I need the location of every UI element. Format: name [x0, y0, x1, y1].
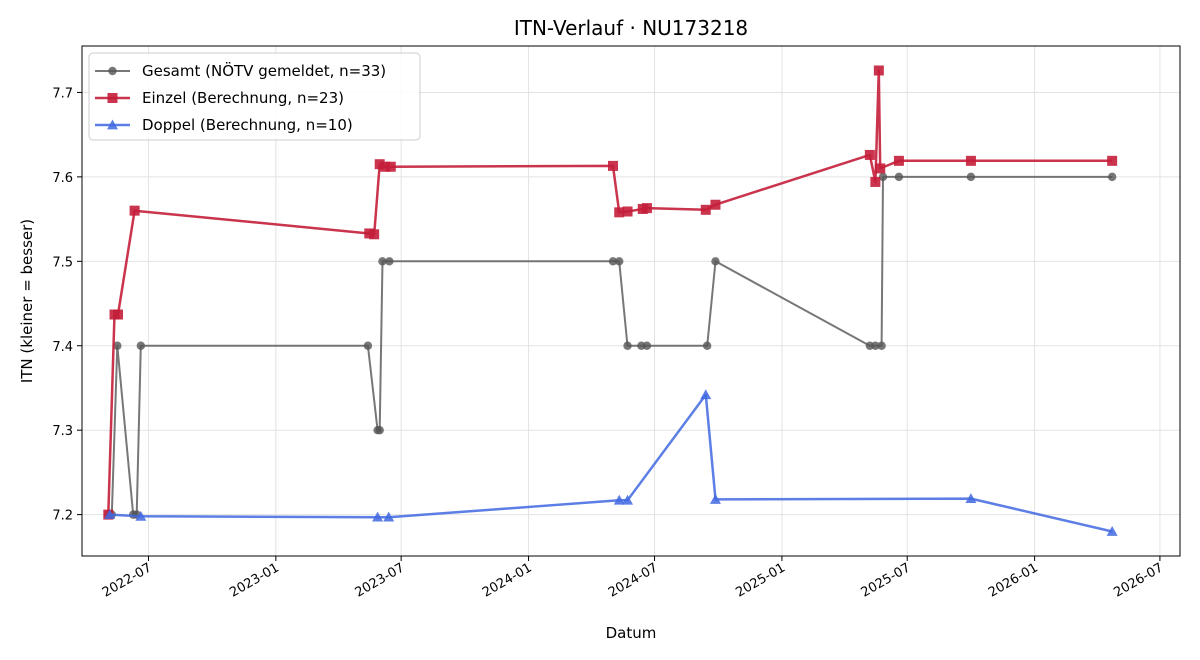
- x-tick-label: 2022-07: [100, 560, 155, 600]
- x-axis-title: Datum: [606, 624, 657, 642]
- data-point: [966, 172, 976, 182]
- data-point: [878, 172, 888, 182]
- data-point: [965, 155, 976, 166]
- x-tick-label: 2023-07: [353, 560, 408, 600]
- legend-item: Doppel (Berechnung, n=10): [95, 116, 353, 134]
- y-axis-title: ITN (kleiner = besser): [18, 219, 36, 383]
- data-point: [709, 493, 721, 504]
- data-point: [378, 257, 387, 266]
- data-point: [1106, 526, 1118, 536]
- x-tick-label: 2023-01: [227, 560, 282, 600]
- series-1: [104, 172, 1117, 519]
- legend-box: [88, 52, 421, 141]
- data-point: [380, 161, 391, 172]
- data-point: [374, 159, 385, 170]
- data-point: [369, 229, 380, 240]
- x-tick-label: 2026-01: [986, 560, 1041, 600]
- data-point: [383, 511, 395, 522]
- y-tick-label: 7.2: [52, 509, 73, 524]
- data-point: [700, 204, 711, 215]
- data-point: [642, 341, 652, 350]
- plot-frame: [81, 45, 1181, 557]
- data-point: [615, 257, 624, 266]
- data-point: [710, 199, 721, 210]
- data-point: [622, 206, 633, 217]
- data-point: [614, 207, 625, 218]
- y-tick-label: 7.4: [52, 340, 73, 355]
- data-point: [385, 161, 396, 172]
- x-tick-label: 2026-07: [1111, 560, 1166, 600]
- data-point: [870, 176, 881, 187]
- data-point: [1107, 155, 1118, 166]
- legend-swatch-marker: [108, 66, 117, 76]
- legend-swatch-marker: [107, 119, 118, 130]
- legend-item: Gesamt (NÖTV gemeldet, n=33): [95, 61, 386, 80]
- legend: Gesamt (NÖTV gemeldet, n=33) Einzel (Bere…: [88, 52, 421, 141]
- data-point: [893, 155, 904, 166]
- data-point: [104, 509, 116, 520]
- data-point: [711, 257, 720, 266]
- legend-item: Einzel (Berechnung, n=23): [95, 89, 344, 107]
- legend-label: Gesamt (NÖTV gemeldet, n=33): [142, 61, 386, 80]
- x-tick-label: 2025-01: [733, 560, 788, 600]
- data-point: [613, 494, 625, 505]
- data-point: [877, 341, 886, 350]
- data-point: [700, 389, 712, 400]
- y-tick-label: 7.3: [52, 424, 73, 439]
- series-2: [103, 65, 1118, 520]
- data-point: [363, 341, 373, 350]
- chart-title: ITN-Verlauf · NU173218: [514, 16, 748, 40]
- y-tick-label: 7.7: [52, 86, 73, 101]
- data-point: [965, 493, 977, 503]
- data-point: [608, 160, 618, 171]
- x-tick-label: 2024-01: [480, 560, 535, 600]
- x-tick-label: 2025-07: [859, 560, 914, 600]
- data-point: [372, 511, 384, 522]
- data-point: [702, 341, 712, 350]
- data-point: [622, 494, 634, 505]
- data-point: [129, 205, 140, 216]
- data-point: [894, 172, 904, 182]
- data-point: [871, 341, 880, 350]
- data-point: [608, 257, 618, 266]
- legend-swatch-marker: [107, 93, 118, 103]
- data-point: [135, 510, 147, 521]
- data-point: [375, 425, 384, 435]
- data-point: [864, 149, 875, 160]
- data-point: [385, 257, 394, 266]
- data-point: [113, 309, 123, 320]
- data-point: [641, 203, 652, 214]
- series-3: [104, 389, 1118, 536]
- y-tick-label: 7.5: [52, 255, 73, 270]
- data-point: [623, 341, 632, 350]
- data-point: [875, 163, 886, 174]
- data-point: [113, 341, 122, 350]
- legend-label: Doppel (Berechnung, n=10): [142, 116, 353, 134]
- legend-label: Einzel (Berechnung, n=23): [142, 89, 344, 107]
- series-line: [109, 393, 1113, 533]
- data-point: [1107, 172, 1117, 182]
- x-tick-label: 2024-07: [606, 560, 661, 600]
- y-tick-label: 7.6: [52, 171, 73, 186]
- data-point: [136, 341, 146, 350]
- data-point: [873, 65, 884, 76]
- series-layer: [103, 65, 1118, 536]
